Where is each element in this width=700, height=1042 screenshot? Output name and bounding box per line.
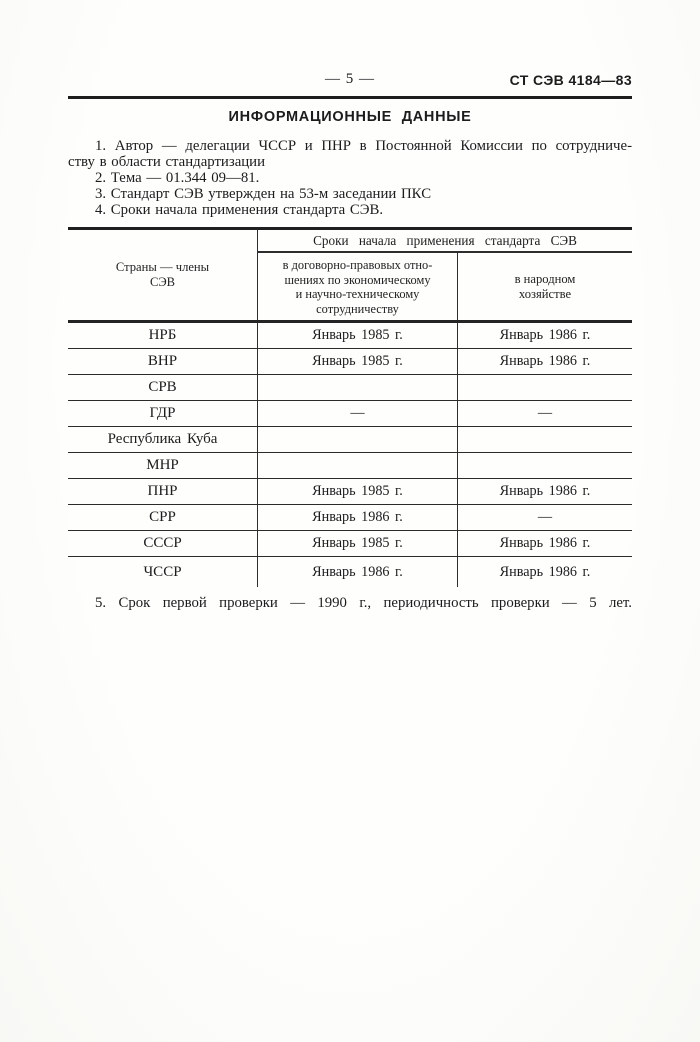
contractual-header-line: сотрудничеству	[316, 301, 399, 316]
cell-country: ВНР	[68, 349, 258, 374]
cell-contractual-date: Январь 1985 г.	[258, 531, 458, 556]
contractual-header-line: в договорно-правовых отно-	[282, 258, 433, 272]
info-item-5: 5. Срок первой проверки — 1990 г., перио…	[95, 595, 632, 611]
cell-country: СССР	[68, 531, 258, 556]
cell-national-date	[458, 375, 632, 400]
cell-country: МНР	[68, 453, 258, 478]
table-row: МНР	[68, 453, 632, 479]
cell-national-date: Январь 1986 г.	[499, 483, 591, 499]
cell-contractual-date	[258, 375, 458, 400]
cell-country: СРВ	[68, 375, 258, 400]
page-number: — 5 —	[325, 71, 375, 87]
cell-contractual-date: —	[258, 401, 458, 426]
document-code: СТ СЭВ 4184—83	[509, 72, 632, 88]
page-title: ИНФОРМАЦИОННЫЕ ДАННЫЕ	[228, 109, 472, 125]
countries-column-header-line: СЭВ	[149, 275, 176, 289]
cell-national-date: Январь 1986 г.	[499, 327, 591, 343]
informational-data-list: 1. Автор — делегации ЧССР и ПНР в Постоя…	[68, 138, 632, 219]
cell-contractual-date	[258, 427, 458, 452]
cell-national-date: Январь 1986 г.	[499, 535, 591, 551]
page-masthead: — 5 — СТ СЭВ 4184—83	[68, 71, 632, 89]
application-dates-span-header: Сроки начала применения стандарта СЭВ	[258, 230, 632, 253]
table-row: СССР Январь 1985 г. Январь 1986 г.	[68, 531, 632, 557]
contractual-relations-column-header: в договорно-правовых отно- шениях по эко…	[258, 253, 458, 320]
table-row: ГДР — —	[68, 401, 632, 427]
info-item-1-line-2: ству в области стандартизации	[68, 153, 266, 170]
cell-contractual-date: Январь 1985 г.	[258, 323, 458, 348]
cell-country: ПНР	[68, 479, 258, 504]
countries-column-header-line: Страны — члены	[115, 260, 210, 274]
header-divider-rule	[68, 96, 632, 99]
application-dates-table: Страны — члены СЭВ Сроки начала применен…	[68, 227, 632, 587]
cell-country: НРБ	[68, 323, 258, 348]
table-row: ЧССР Январь 1986 г. Январь 1986 г.	[68, 557, 632, 587]
national-economy-column-header: в народном хозяйстве	[458, 253, 632, 320]
dates-sub-headers: в договорно-правовых отно- шениях по эко…	[258, 253, 632, 320]
cell-national-date: Январь 1986 г.	[499, 563, 591, 580]
table-row: ВНР Январь 1985 г. Январь 1986 г.	[68, 349, 632, 375]
table-row: Республика Куба	[68, 427, 632, 453]
table-row: ПНР Январь 1985 г. Январь 1986 г.	[68, 479, 632, 505]
info-item-2: 2. Тема — 01.344 09—81.	[95, 169, 260, 186]
table-row: СРР Январь 1986 г. —	[68, 505, 632, 531]
cell-contractual-date: Январь 1985 г.	[258, 349, 458, 374]
cell-national-date: —	[537, 509, 553, 525]
cell-national-date	[458, 427, 632, 452]
cell-contractual-date	[258, 453, 458, 478]
cell-national-date: —	[537, 405, 553, 421]
info-item-3: 3. Стандарт СЭВ утвержден на 53-м заседа…	[95, 185, 432, 202]
cell-contractual-date: Январь 1985 г.	[258, 479, 458, 504]
dates-header-group: Сроки начала применения стандарта СЭВ в …	[258, 230, 632, 320]
cell-country: СРР	[68, 505, 258, 530]
cell-country: Республика Куба	[68, 427, 258, 452]
cell-country: ЧССР	[68, 557, 258, 587]
table-body: НРБ Январь 1985 г. Январь 1986 г. ВНР Ян…	[68, 323, 632, 587]
countries-column-header: Страны — члены СЭВ	[68, 230, 258, 320]
cell-country: ГДР	[68, 401, 258, 426]
cell-national-date: Январь 1986 г.	[499, 353, 591, 369]
national-economy-header-line: хозяйстве	[518, 286, 572, 301]
cell-contractual-date: Январь 1986 г.	[258, 557, 458, 587]
cell-national-date	[458, 453, 632, 478]
contractual-header-line: и научно-техническому	[295, 287, 420, 302]
info-item-1-line-1: 1. Автор — делегации ЧССР и ПНР в Постоя…	[95, 138, 632, 154]
table-row: СРВ	[68, 375, 632, 401]
national-economy-header-line: в народном	[514, 271, 576, 286]
table-row: НРБ Январь 1985 г. Январь 1986 г.	[68, 323, 632, 349]
contractual-header-line: шениях по экономическому	[284, 272, 431, 287]
cell-contractual-date: Январь 1986 г.	[258, 505, 458, 530]
table-header: Страны — члены СЭВ Сроки начала применен…	[68, 230, 632, 323]
info-item-4: 4. Сроки начала применения стандарта СЭВ…	[95, 201, 384, 218]
